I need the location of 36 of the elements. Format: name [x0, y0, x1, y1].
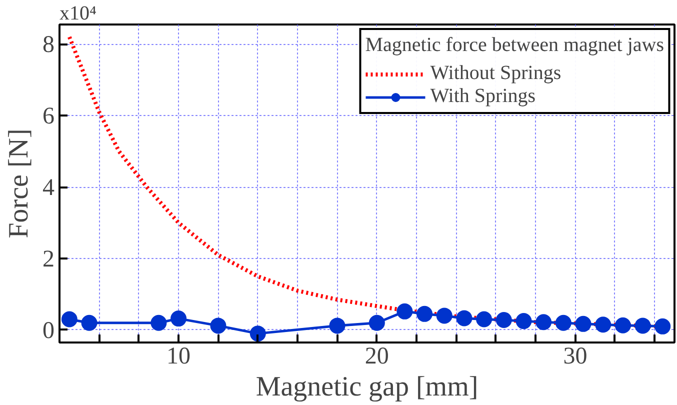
legend-title: Magnetic force between magnet jaws — [365, 34, 664, 57]
y-tick-label: 2 — [42, 246, 54, 273]
point — [536, 314, 552, 330]
point — [416, 306, 433, 322]
point — [654, 318, 671, 334]
x-axis-title: Magnetic gap [mm] — [256, 372, 478, 402]
legend-label: With Springs — [430, 85, 536, 108]
point — [555, 314, 572, 331]
point — [250, 326, 266, 342]
point — [81, 314, 98, 331]
point — [368, 314, 385, 331]
point — [61, 311, 78, 328]
point — [329, 318, 346, 334]
legend-label: Without Springs — [430, 62, 562, 85]
point — [456, 310, 472, 326]
point — [575, 316, 592, 332]
point — [170, 310, 187, 327]
point — [396, 303, 413, 320]
point — [516, 313, 532, 330]
y-tick-label: 6 — [42, 104, 54, 130]
point — [476, 311, 492, 328]
y-tick-label: 8 — [42, 32, 54, 58]
point — [614, 317, 631, 334]
y-tick-label: 0 — [42, 318, 54, 344]
y-axis-title: Force [N] — [4, 128, 34, 238]
point — [496, 312, 512, 328]
y-tick-label: 4 — [42, 175, 54, 202]
point — [634, 318, 651, 334]
point — [436, 308, 452, 324]
x-tick-label: 10 — [166, 344, 191, 370]
text: x10⁴ — [60, 2, 96, 24]
point — [150, 314, 167, 331]
point — [210, 318, 226, 334]
point — [595, 316, 612, 333]
x-tick-label: 20 — [364, 344, 389, 370]
x-tick-label: 30 — [563, 344, 588, 370]
